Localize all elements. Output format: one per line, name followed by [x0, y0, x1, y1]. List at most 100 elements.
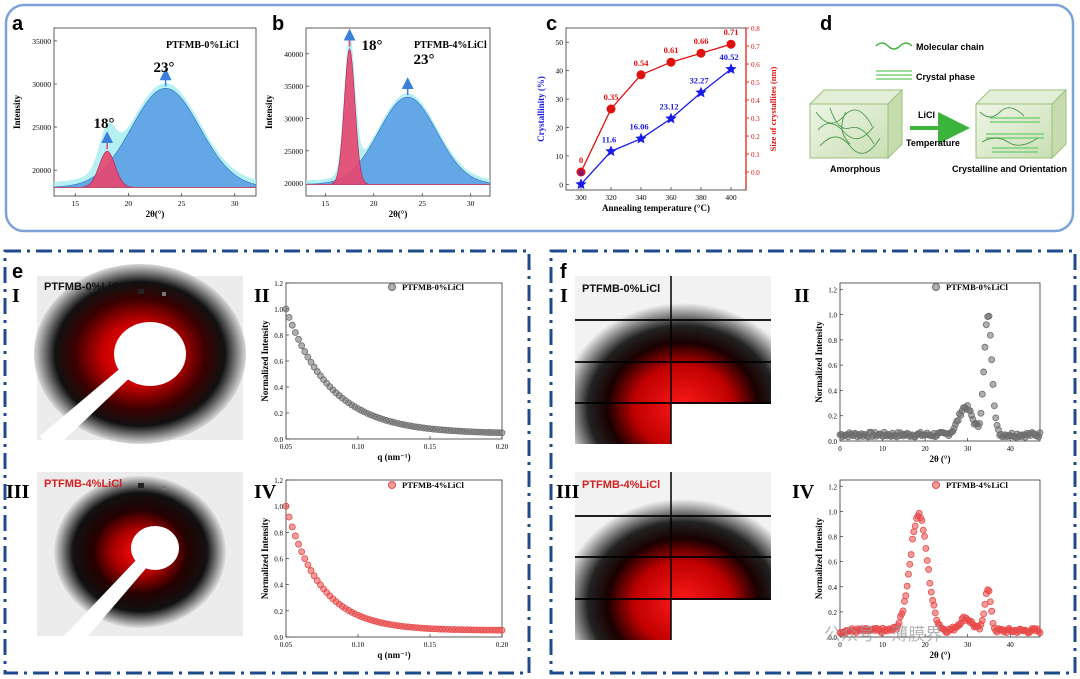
data-point [921, 532, 928, 540]
data-point [926, 579, 934, 587]
x-tick-label: 0.15 [424, 443, 437, 451]
y-tick-label: 35000 [32, 37, 51, 46]
crystallinity-label: 16.06 [629, 122, 648, 132]
data-point [977, 409, 985, 417]
y-axis-label: Normalized Intensity [260, 517, 270, 599]
peak-18-label: 18° [362, 38, 383, 54]
x-tick-label: 0.05 [280, 641, 293, 649]
x-tick-label: 0 [838, 445, 842, 453]
x-tick-label: 0.10 [352, 443, 365, 451]
data-point [989, 381, 997, 388]
x-axis-label: 2θ (°) [929, 650, 950, 660]
size-label: 0 [579, 155, 583, 165]
y-tick-label: 0.8 [828, 337, 837, 345]
data-point [988, 607, 996, 615]
data-point [978, 617, 986, 624]
crystallinity-point [605, 145, 617, 157]
data-point [986, 331, 994, 339]
y-axis-label: Intensity [264, 95, 274, 130]
y-tick-label: 1.2 [274, 477, 283, 485]
data-point [282, 305, 290, 313]
data-point [927, 588, 935, 596]
x-axis-label: Annealing temperature (°C) [602, 203, 710, 213]
crystallinity-label: 40.52 [719, 52, 738, 62]
sample-label: PTFMB-0%LiCl [166, 40, 239, 51]
data-point [304, 353, 312, 361]
data-point [282, 502, 290, 510]
legend-marker [388, 481, 396, 489]
roman-e-I: I [12, 285, 20, 307]
crystallinity-point [725, 63, 737, 75]
data-point [1036, 629, 1044, 637]
data-point [310, 572, 318, 580]
frame-f [549, 249, 1077, 675]
y2-tick-label: 0.7 [751, 43, 760, 51]
size-point [576, 167, 586, 177]
x-tick-label: 0 [838, 641, 842, 649]
chart-b: 15 20 25 30 20000 25000 30000 35000 40000 2θ(°) In… [264, 27, 491, 219]
size-label: 0.54 [634, 58, 650, 68]
data-point [911, 522, 919, 530]
top-frame [4, 3, 1075, 233]
data-point [986, 598, 994, 606]
chart-e-II: 0.05 0.10 0.15 0.20 0.0 0.2 0.4 0.6 0.8 1.0 1.2 q (… [260, 280, 509, 462]
chart-f-IV: 0 10 20 30 40 0.0 0.2 0.4 0.6 0.8 1.0 1.2 2θ (°) Norm… [814, 479, 1044, 660]
data-point [899, 607, 907, 615]
data-point [954, 417, 962, 424]
y-tick-label: 30000 [284, 114, 303, 123]
data-point [288, 321, 296, 329]
y-tick-label: 0.4 [828, 387, 837, 395]
size-label: 0.35 [604, 92, 619, 102]
y-tick-label: 40 [556, 67, 564, 76]
crystallinity-point [695, 86, 707, 98]
data-point [976, 420, 983, 427]
size-point [726, 39, 736, 49]
crystallinity-line [580, 68, 732, 185]
plot-frame [839, 282, 1041, 442]
data-point [1036, 429, 1044, 437]
y2-tick-label: 0.0 [751, 169, 760, 177]
data-point [931, 609, 939, 617]
arrow-label-licl: LiCl [918, 110, 935, 120]
x-axis-label: 2θ (°) [929, 454, 950, 464]
y-tick-label: 0.4 [274, 582, 283, 590]
roman-e-IV: IV [254, 481, 277, 503]
y-tick-label: 25000 [284, 147, 303, 156]
schematic-d: Molecular chain Crystal phase Amorphous … [808, 42, 1068, 174]
plot-frame [285, 282, 503, 440]
data-point [910, 528, 918, 536]
y2-tick-label: 0.4 [751, 97, 760, 105]
y-axis-label: Intensity [12, 95, 22, 130]
y-tick-label: 1.2 [828, 286, 837, 294]
data-point [923, 557, 931, 564]
data-point [981, 343, 989, 351]
y-tick-label: 1.0 [274, 503, 283, 511]
y2-tick-label: 0.3 [751, 115, 760, 123]
crystallinity-point [575, 178, 587, 190]
chart-f-II: 0 10 20 30 40 0.0 0.2 0.4 0.6 0.8 1.0 1.2 2θ (°) Norm… [814, 282, 1044, 464]
x-tick-label: 25 [418, 199, 426, 208]
waxs-bottom-label: PTFMB-4%LiCl [582, 479, 660, 491]
waxs-image-top: PTFMB-0%LiCl I [560, 276, 771, 444]
y-tick-label: 1.0 [274, 306, 283, 314]
y-tick-label: 0.6 [274, 556, 283, 564]
x-tick-label: 40 [1007, 641, 1015, 649]
y-tick-label: 0 [559, 180, 563, 189]
y-tick-label: 0.6 [828, 559, 837, 567]
data-point [285, 513, 293, 521]
size-point [636, 70, 646, 80]
plot-frame [305, 27, 491, 197]
x-tick-label: 0.15 [424, 641, 437, 649]
legend-molecular-chain: Molecular chain [916, 42, 984, 52]
roman-f-I: I [560, 285, 568, 307]
data-point [980, 610, 988, 618]
y2-axis-label: Size of crystallites (nm) [768, 66, 778, 151]
roman-f-IV: IV [792, 481, 815, 503]
data-point [295, 335, 302, 343]
x-tick-label: 300 [575, 193, 587, 202]
x-axis-label: q (nm⁻¹) [377, 650, 410, 660]
data-point [301, 348, 309, 355]
x-tick-label: 15 [322, 199, 330, 208]
x-axis-label: 2θ(°) [146, 209, 165, 219]
